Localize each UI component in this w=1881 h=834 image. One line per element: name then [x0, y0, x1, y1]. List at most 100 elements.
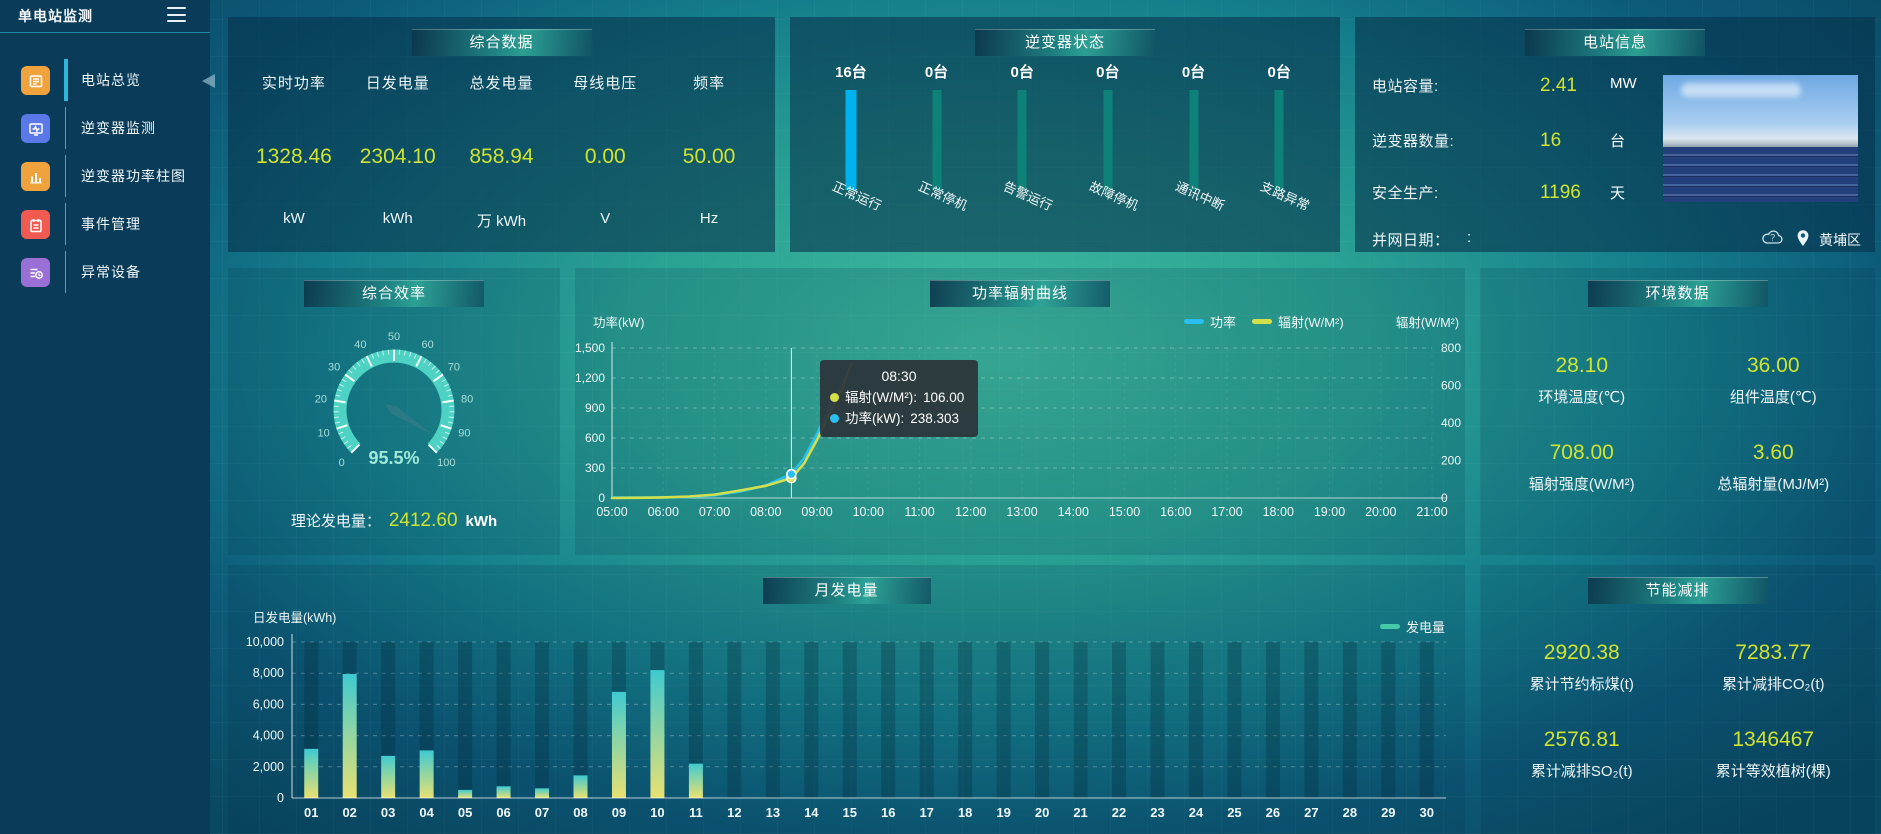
metric-so2-reduced: 2576.81 累计减排SO₂(t): [1530, 728, 1633, 780]
inverter-count-row: 逆变器数量: 16 台: [1372, 130, 1626, 151]
svg-text:06: 06: [496, 805, 510, 820]
panel-power-radiation-chart: 功率辐射曲线 功率(kW) 辐射(W/M²) 功率 辐射(W/M²) 05:00…: [575, 268, 1465, 555]
panel-title: 电站信息: [1525, 29, 1705, 56]
metric-total-energy: 总发电量 858.94 万 kWh: [469, 75, 534, 230]
bar-chart-icon: [21, 162, 50, 191]
legend-power[interactable]: 功率: [1184, 312, 1236, 331]
svg-text:100: 100: [437, 457, 455, 469]
svg-text:20: 20: [315, 393, 327, 405]
power-radiation-line-chart[interactable]: 05:00 06:00 07:00 08:00 09:00 10:00 11:00 12:00…: [575, 268, 1465, 555]
svg-text:16:00: 16:00: [1160, 505, 1191, 519]
svg-text:2,000: 2,000: [253, 760, 284, 774]
svg-text:15: 15: [843, 805, 857, 820]
station-overview-icon: [21, 66, 50, 95]
panel-title: 功率辐射曲线: [930, 280, 1110, 307]
sidebar-item-inverter-monitor[interactable]: 逆变器监测: [0, 104, 210, 152]
svg-text:14:00: 14:00: [1058, 505, 1089, 519]
weather-cloud-icon[interactable]: ?: [1760, 229, 1787, 251]
legend-swatch: [1252, 319, 1273, 324]
status-bar: [1189, 90, 1199, 190]
notebook-icon: [21, 210, 50, 239]
svg-text:400: 400: [1441, 416, 1461, 430]
metric-ambient-temp: 28.10 环境温度(℃): [1538, 354, 1626, 406]
inverter-status-normal-stop: 0台 正常停机: [915, 64, 970, 214]
chart-tooltip: 08:30 辐射(W/M²): 106.00 功率(kW): 238.303: [820, 360, 978, 437]
svg-text:09:00: 09:00: [801, 505, 832, 519]
panel-monthly-generation: 月发电量 日发电量(kWh) 发电量 0 2,000 4,000 6,000 8,000…: [228, 565, 1465, 834]
app-title: 单电站监测: [18, 8, 93, 24]
svg-text:900: 900: [585, 401, 605, 415]
svg-text:?: ?: [1770, 233, 1775, 243]
svg-text:600: 600: [585, 431, 605, 445]
svg-text:21:00: 21:00: [1416, 505, 1447, 519]
metric-bus-voltage: 母线电压 0.00 V: [573, 75, 638, 227]
sidebar-item-event-management[interactable]: 事件管理: [0, 200, 210, 248]
status-bar: [932, 90, 941, 190]
location-pin-icon[interactable]: [1796, 229, 1810, 252]
svg-text:17:00: 17:00: [1211, 505, 1242, 519]
svg-text:12:00: 12:00: [955, 505, 986, 519]
svg-text:18:00: 18:00: [1263, 505, 1294, 519]
sidebar-item-station-overview[interactable]: 电站总览: [0, 56, 210, 104]
district-name[interactable]: 黄埔区: [1819, 232, 1861, 248]
sidebar-item-abnormal-devices[interactable]: 异常设备: [0, 248, 210, 296]
svg-text:300: 300: [585, 461, 605, 475]
svg-text:04: 04: [419, 805, 434, 820]
legend-swatch: [1184, 319, 1204, 324]
sidebar-item-inverter-power-bars[interactable]: 逆变器功率柱图: [0, 152, 210, 200]
svg-text:26: 26: [1266, 805, 1280, 820]
inverter-status-alarm-running: 0台 告警运行: [1001, 64, 1055, 214]
sidebar-collapse-arrow-icon[interactable]: [202, 74, 215, 88]
tooltip-radiation-row: 辐射(W/M²): 106.00: [830, 387, 968, 408]
metric-trees-equivalent: 1346467 累计等效植树(棵): [1715, 728, 1831, 780]
svg-text:21: 21: [1073, 805, 1087, 820]
sidebar-item-label: 事件管理: [81, 216, 141, 232]
line-chart-legend[interactable]: 功率 辐射(W/M²): [1184, 312, 1344, 331]
svg-text:60: 60: [421, 339, 433, 351]
radiation-dot: [830, 393, 839, 402]
menu-toggle-icon[interactable]: [167, 7, 186, 22]
svg-text:07:00: 07:00: [699, 505, 730, 519]
efficiency-gauge[interactable]: 0 10 20 30 40 50 60 70 80 90 100 95.5%: [228, 268, 560, 555]
legend-radiation[interactable]: 辐射(W/M²): [1252, 312, 1344, 331]
legend-generation[interactable]: 发电量: [1380, 617, 1445, 636]
station-location[interactable]: ? 黄埔区: [1760, 229, 1861, 251]
svg-text:27: 27: [1304, 805, 1318, 820]
svg-text:11: 11: [689, 805, 703, 820]
panel-title: 节能减排: [1587, 577, 1768, 604]
panel-inverter-status: 逆变器状态 16台 正常运行 0台 正常停机 0台 告警运行 0台 故障停机: [790, 17, 1340, 252]
bar-chart-legend[interactable]: 发电量: [1380, 617, 1445, 636]
svg-text:10,000: 10,000: [246, 635, 284, 649]
status-bar: [1274, 90, 1284, 190]
panel-environment: 环境数据 28.10 环境温度(℃) 36.00 组件温度(℃) 708.00 …: [1480, 268, 1875, 555]
svg-text:20: 20: [1035, 805, 1049, 820]
svg-text:13: 13: [766, 805, 780, 820]
panel-summary: 综合数据 实时功率 1328.46 kW 日发电量 2304.10 kWh 总发…: [228, 17, 775, 252]
panel-title: 综合数据: [411, 29, 592, 56]
sidebar-header: 单电站监测: [0, 0, 210, 33]
svg-text:19: 19: [996, 805, 1010, 820]
sidebar: 单电站监测 电站总览 逆变器监测 逆变器功率柱图 事件管理: [0, 0, 210, 834]
svg-text:15:00: 15:00: [1109, 505, 1140, 519]
panel-energy-saving: 节能减排 2920.38 累计节约标煤(t) 7283.77 累计减排CO₂(t…: [1480, 565, 1875, 834]
svg-text:200: 200: [1441, 454, 1461, 468]
svg-text:03: 03: [381, 805, 395, 820]
svg-text:800: 800: [1441, 341, 1461, 355]
panel-efficiency: 综合效率 0 10 20 30 40 50 60 70 80 90 100 95.5% 理论发电量： …: [228, 268, 560, 555]
svg-text:30: 30: [328, 361, 340, 373]
left-axis-name: 功率(kW): [593, 316, 645, 330]
metric-coal-saved: 2920.38 累计节约标煤(t): [1529, 641, 1634, 693]
svg-text:600: 600: [1441, 379, 1461, 393]
svg-text:30: 30: [1420, 805, 1434, 820]
metric-frequency: 频率 50.00 Hz: [682, 75, 736, 227]
tooltip-time: 08:30: [881, 368, 917, 384]
monthly-bar-chart[interactable]: 0 2,000 4,000 6,000 8,000 10,000 01 02 03 04 05 06 0…: [228, 565, 1465, 834]
metric-total-radiation: 3.60 总辐射量(MJ/M²): [1717, 441, 1830, 493]
svg-text:0: 0: [598, 491, 605, 505]
panel-title: 逆变器状态: [975, 29, 1155, 56]
metric-realtime-power: 实时功率 1328.46 kW: [255, 75, 332, 227]
saving-metrics: 2920.38 累计节约标煤(t) 7283.77 累计减排CO₂(t) 257…: [1486, 633, 1869, 807]
bar-axis-name: 日发电量(kWh): [253, 611, 337, 625]
theoretical-generation-row: 理论发电量： 2412.60 kWh: [290, 510, 498, 531]
metric-co2-reduced: 7283.77 累计减排CO₂(t): [1722, 641, 1825, 693]
